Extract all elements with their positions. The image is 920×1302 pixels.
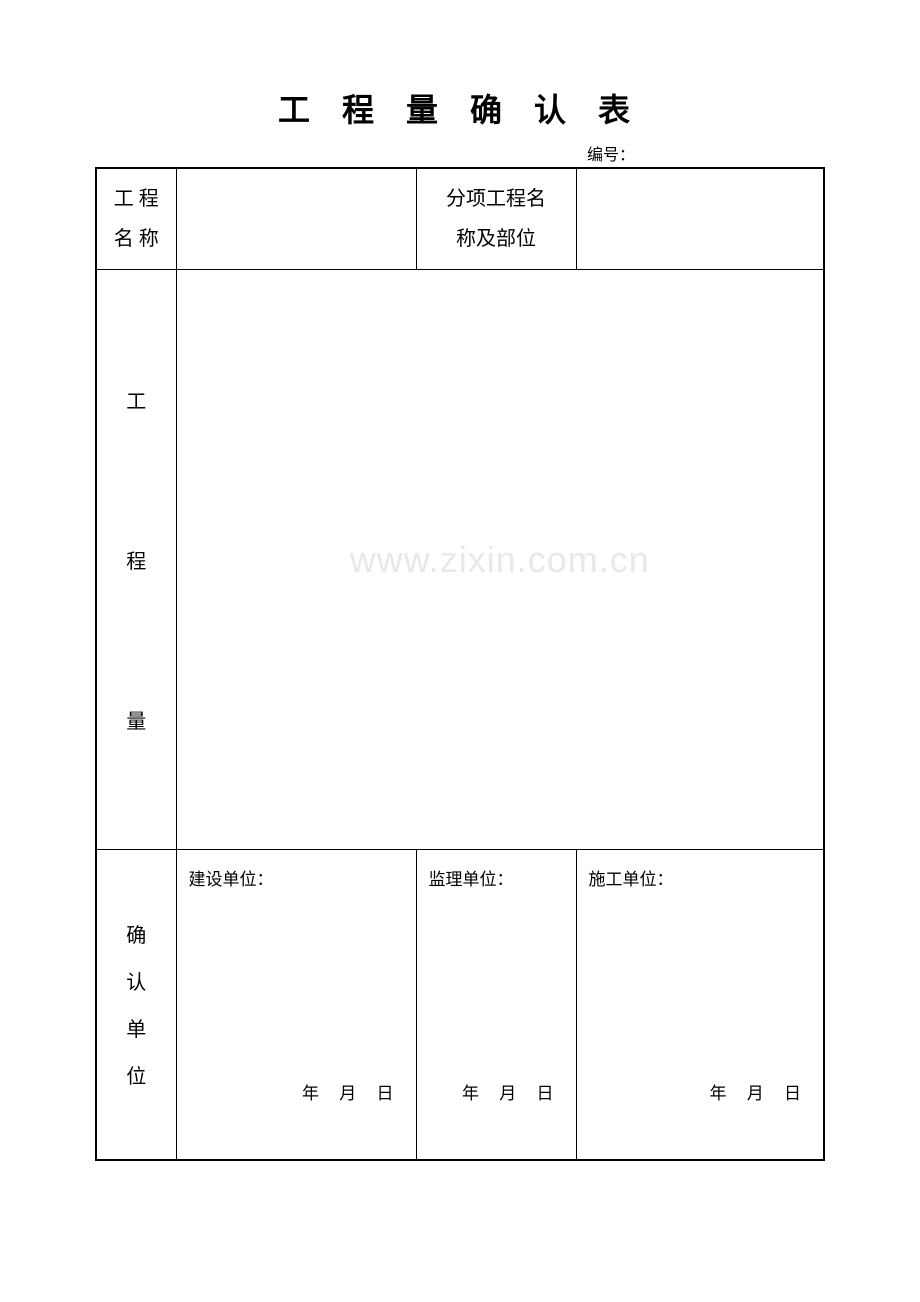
- subitem-label: 分项工程名称及部位: [416, 168, 576, 270]
- project-name-value: [176, 168, 416, 270]
- number-label: 编号：: [587, 147, 635, 164]
- construction-year: 年: [302, 1084, 321, 1103]
- supervision-unit-label: 监理单位：: [429, 865, 514, 890]
- project-name-label-text: 工 程名 称: [102, 179, 171, 259]
- quantity-label: 工 程 量: [96, 270, 176, 850]
- supervision-day: 日: [537, 1084, 556, 1103]
- quantity-content: www.zixin.com.cn: [176, 270, 824, 850]
- supervision-date: 年 月 日: [456, 1079, 562, 1104]
- watermark-text: www.zixin.com.cn: [350, 539, 650, 581]
- contractor-day: 日: [784, 1084, 803, 1103]
- contractor-year: 年: [710, 1084, 729, 1103]
- construction-month: 月: [339, 1084, 358, 1103]
- quantity-char-1: 工: [126, 385, 146, 414]
- signature-cell-construction: 建设单位： 年 月 日: [176, 850, 416, 1160]
- confirm-row: 确 认 单 位 建设单位： 年 月 日 监理单位： 年 月: [96, 850, 824, 1160]
- quantity-char-2: 程: [126, 545, 146, 574]
- construction-unit-label: 建设单位：: [189, 865, 274, 890]
- construction-date: 年 月 日: [296, 1079, 402, 1104]
- confirmation-table: 工 程名 称 分项工程名称及部位 工 程 量 www.zixin.com.cn: [95, 167, 825, 1161]
- project-name-label: 工 程名 称: [96, 168, 176, 270]
- quantity-row: 工 程 量 www.zixin.com.cn: [96, 270, 824, 850]
- contractor-month: 月: [747, 1084, 766, 1103]
- confirm-char-2: 认: [126, 966, 146, 995]
- contractor-date: 年 月 日: [704, 1079, 810, 1104]
- confirm-label: 确 认 单 位: [96, 850, 176, 1160]
- confirm-char-3: 单: [126, 1013, 146, 1042]
- signature-cell-supervision: 监理单位： 年 月 日: [416, 850, 576, 1160]
- subitem-label-text: 分项工程名称及部位: [417, 179, 576, 259]
- confirm-char-4: 位: [126, 1060, 146, 1089]
- confirm-char-1: 确: [126, 919, 146, 948]
- document-title: 工 程 量 确 认 表: [95, 85, 825, 131]
- document-number: 编号：: [95, 141, 825, 165]
- subitem-value: [576, 168, 824, 270]
- quantity-label-vertical: 工 程 量: [97, 295, 176, 825]
- confirm-label-vertical: 确 认 单 位: [97, 919, 176, 1089]
- document-page: 工 程 量 确 认 表 编号： 工 程名 称 分项工程名称及部位 工 程 量: [0, 0, 920, 1261]
- quantity-char-3: 量: [126, 705, 146, 734]
- signature-cell-contractor: 施工单位： 年 月 日: [576, 850, 824, 1160]
- supervision-year: 年: [462, 1084, 481, 1103]
- supervision-month: 月: [499, 1084, 518, 1103]
- construction-day: 日: [377, 1084, 396, 1103]
- header-row: 工 程名 称 分项工程名称及部位: [96, 168, 824, 270]
- contractor-unit-label: 施工单位：: [589, 865, 674, 890]
